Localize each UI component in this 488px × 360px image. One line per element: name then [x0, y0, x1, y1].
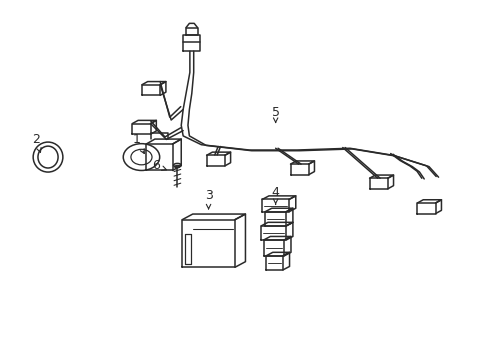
Text: 3: 3 — [204, 189, 212, 209]
Text: 2: 2 — [32, 133, 41, 152]
Text: 6: 6 — [152, 159, 166, 172]
Text: 4: 4 — [271, 186, 279, 204]
Text: 1: 1 — [132, 133, 144, 153]
Text: 5: 5 — [271, 107, 279, 123]
